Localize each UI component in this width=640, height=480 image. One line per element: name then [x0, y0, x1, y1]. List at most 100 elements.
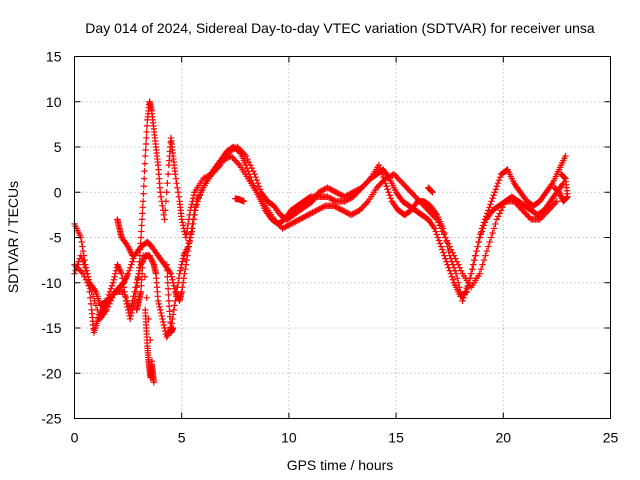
data-point-track-d [552, 186, 560, 193]
data-point-track-c [392, 172, 399, 179]
data-point-track-c [128, 302, 135, 309]
data-point-track-c [280, 224, 288, 231]
data-point-track-c [483, 247, 491, 255]
data-point-track-d [560, 198, 567, 205]
data-point-track-c [134, 273, 142, 280]
data-point-track-d [164, 273, 171, 280]
data-point-track-c [480, 256, 488, 264]
data-point-track-a [435, 237, 443, 244]
data-point-track-a [444, 261, 451, 268]
data-point-track-c [453, 258, 461, 265]
data-point-track-b [162, 198, 170, 205]
data-point-track-c [72, 262, 80, 270]
data-point-track-b [81, 256, 88, 264]
data-point-track-c [82, 276, 90, 283]
data-point-track-c [132, 284, 139, 291]
data-point-track-b [480, 219, 488, 226]
data-point-track-c [419, 201, 426, 208]
data-point-track-a [331, 197, 338, 204]
data-point-track-c [497, 207, 505, 214]
data-point-track-b [91, 287, 99, 294]
data-point-track-b [490, 192, 497, 199]
data-point-track-c [549, 202, 556, 210]
data-point-track-c [402, 183, 409, 190]
data-point-track-d [559, 196, 566, 203]
data-point-track-b [117, 267, 124, 274]
data-point-track-c [172, 297, 179, 305]
data-point-track-c [345, 210, 352, 217]
data-point-track-c [482, 252, 489, 259]
data-point-track-c [432, 214, 439, 222]
data-point-track-d [428, 188, 436, 195]
data-point-track-c [450, 252, 458, 259]
data-point-track-b [455, 279, 462, 286]
data-point-track-b [456, 284, 463, 291]
data-point-track-c [230, 155, 238, 163]
data-point-track-c [156, 303, 163, 311]
data-point-track-b [234, 143, 241, 151]
data-point-track-c [342, 208, 349, 216]
data-point-track-b [188, 201, 195, 208]
data-point-track-c [512, 199, 519, 207]
data-point-track-c [123, 297, 131, 305]
data-point-track-c [500, 201, 508, 208]
data-point-track-c [182, 249, 189, 256]
data-point-track-a [443, 258, 450, 265]
data-point-track-b [341, 193, 348, 200]
data-point-track-d [429, 189, 436, 196]
data-point-track-c [415, 196, 422, 203]
data-point-track-b [358, 184, 365, 191]
data-point-track-b [459, 297, 466, 305]
data-point-track-c [310, 208, 318, 216]
data-point-track-c [161, 324, 168, 332]
data-point-track-b [457, 288, 464, 295]
data-point-track-b [179, 219, 186, 226]
data-point-track-a [432, 228, 439, 235]
data-point-track-b [175, 193, 183, 200]
data-point-track-b [332, 189, 340, 196]
data-point-track-d [551, 184, 558, 191]
y-axis-label: SDTVAR / TECUs [5, 181, 21, 293]
data-point-track-a [87, 294, 94, 302]
x-tick-label: 5 [178, 430, 186, 446]
data-point-track-c [168, 320, 175, 327]
data-point-track-b [481, 216, 489, 223]
data-point-track-b [485, 207, 492, 214]
data-point-track-b [474, 243, 481, 250]
data-point-track-b [201, 174, 208, 182]
data-point-track-c [445, 240, 452, 247]
data-point-track-b [114, 262, 122, 270]
data-point-track-d [139, 264, 146, 271]
data-point-track-b [254, 180, 262, 187]
data-point-track-c [457, 267, 465, 274]
data-point-track-b [142, 146, 149, 154]
data-point-track-c [177, 267, 184, 274]
data-point-track-b [242, 152, 250, 160]
data-point-track-b [354, 186, 361, 194]
data-point-track-b [112, 270, 119, 277]
data-point-track-c [550, 201, 558, 208]
data-point-track-c [273, 219, 280, 226]
data-point-track-c [184, 243, 192, 250]
data-point-track-a [441, 252, 448, 259]
data-point-track-c [79, 270, 87, 277]
data-point-track-b [476, 234, 483, 241]
axis-ticks: 0 5 10 15 20 25 -25 -20 -15 -10 -5 0 5 10 15 [41, 49, 618, 446]
data-point-track-d [560, 173, 568, 181]
data-point-track-c [157, 306, 164, 314]
y-tick-label: 5 [54, 139, 62, 155]
data-point-track-b [137, 246, 144, 253]
data-point-track-a [445, 264, 452, 271]
data-point-track-b [362, 180, 370, 187]
data-point-track-b [454, 275, 461, 282]
data-point-track-b [473, 247, 480, 255]
data-point-track-b [467, 270, 475, 277]
data-point-track-a [328, 195, 335, 203]
data-point-track-c [147, 255, 155, 262]
data-point-track-a [434, 234, 442, 241]
data-point-track-c [184, 244, 191, 252]
data-point-track-b [562, 152, 569, 160]
data-point-track-a [433, 231, 441, 238]
data-point-track-d [138, 276, 145, 283]
data-point-track-a [448, 273, 456, 280]
